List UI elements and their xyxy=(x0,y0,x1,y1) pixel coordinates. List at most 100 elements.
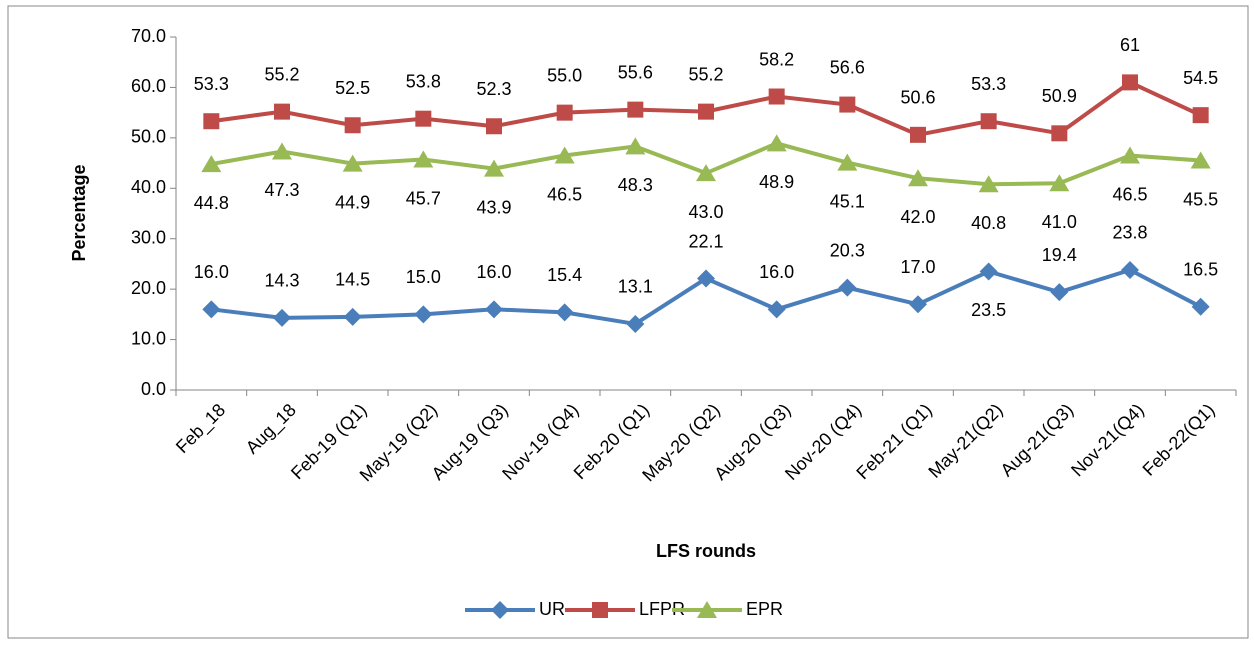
marker xyxy=(979,262,998,281)
marker xyxy=(485,300,503,319)
marker xyxy=(343,307,362,326)
marker xyxy=(768,88,785,105)
data-label: 16.5 xyxy=(1183,260,1218,280)
data-label: 46.5 xyxy=(1112,184,1147,204)
data-label: 50.9 xyxy=(1042,86,1077,106)
x-tick-label: Aug_18 xyxy=(242,400,301,459)
marker xyxy=(1121,260,1139,279)
marker xyxy=(273,308,291,327)
marker xyxy=(1122,74,1138,91)
data-label: 15.4 xyxy=(547,265,582,285)
marker xyxy=(272,142,292,160)
y-tick-label: 40.0 xyxy=(131,177,166,197)
marker xyxy=(697,269,715,288)
data-label: 13.1 xyxy=(618,277,653,297)
data-label: 61 xyxy=(1120,35,1140,55)
y-tick-label: 50.0 xyxy=(131,127,166,147)
x-tick-label: Nov-20 (Q4) xyxy=(781,400,865,484)
data-label: 16.0 xyxy=(476,262,511,282)
marker xyxy=(625,137,646,155)
marker xyxy=(910,126,926,143)
marker xyxy=(1192,107,1209,124)
marker xyxy=(978,175,999,193)
data-label: 54.5 xyxy=(1183,68,1218,88)
marker xyxy=(1051,125,1068,142)
x-tick-label: Feb-22(Q1) xyxy=(1139,400,1219,480)
marker xyxy=(1191,297,1210,316)
legend-label: LFPR xyxy=(639,599,685,619)
data-label: 44.9 xyxy=(335,192,370,212)
data-label: 16.0 xyxy=(194,262,229,282)
data-label: 45.5 xyxy=(1183,189,1218,209)
marker xyxy=(1049,174,1070,192)
data-label: 45.1 xyxy=(830,191,865,211)
marker xyxy=(1190,151,1211,169)
y-axis-title: Percentage xyxy=(69,164,89,261)
data-label: 41.0 xyxy=(1042,212,1077,232)
marker xyxy=(767,300,786,319)
data-label: 23.5 xyxy=(971,300,1006,320)
data-label: 20.3 xyxy=(830,240,865,260)
data-label: 55.2 xyxy=(688,64,723,84)
marker xyxy=(626,314,645,333)
marker xyxy=(839,96,856,113)
marker xyxy=(203,113,220,130)
data-label: 23.8 xyxy=(1112,223,1147,243)
marker xyxy=(554,146,575,164)
data-label: 52.5 xyxy=(335,78,370,98)
data-label: 40.8 xyxy=(971,213,1006,233)
data-label: 46.5 xyxy=(547,184,582,204)
chart-border xyxy=(7,5,1249,639)
data-label: 50.6 xyxy=(900,88,935,108)
marker xyxy=(342,154,363,172)
data-label: 44.8 xyxy=(194,193,229,213)
data-label: 43.0 xyxy=(688,202,723,222)
x-tick-label: Nov-19 (Q4) xyxy=(498,400,582,484)
data-label: 56.6 xyxy=(830,57,865,77)
marker xyxy=(696,164,716,182)
data-label: 42.0 xyxy=(900,207,935,227)
y-tick-label: 70.0 xyxy=(131,26,166,46)
data-label: 14.3 xyxy=(264,271,299,291)
data-label: 47.3 xyxy=(264,180,299,200)
data-label: 53.8 xyxy=(406,71,441,91)
marker xyxy=(1120,146,1140,164)
data-label: 45.7 xyxy=(406,188,441,208)
y-tick-label: 30.0 xyxy=(131,227,166,247)
marker xyxy=(415,110,432,127)
marker xyxy=(1050,283,1069,302)
y-tick-label: 20.0 xyxy=(131,278,166,298)
marker xyxy=(486,118,502,135)
data-label: 16.0 xyxy=(759,262,794,282)
data-label: 55.0 xyxy=(547,65,582,85)
data-label: 53.3 xyxy=(194,74,229,94)
marker xyxy=(414,305,433,324)
marker xyxy=(491,601,509,619)
y-tick-label: 60.0 xyxy=(131,76,166,96)
marker xyxy=(344,117,361,134)
x-tick-label: Feb_18 xyxy=(172,400,230,458)
data-label: 48.9 xyxy=(759,172,794,192)
legend-label: EPR xyxy=(746,599,783,619)
data-label: 15.0 xyxy=(406,267,441,287)
y-tick-label: 0.0 xyxy=(141,379,166,399)
x-axis-title: LFS rounds xyxy=(656,541,756,561)
data-label: 48.3 xyxy=(618,175,653,195)
y-tick-label: 10.0 xyxy=(131,328,166,348)
x-tick-label: May-21(Q2) xyxy=(924,400,1006,482)
data-label: 52.3 xyxy=(476,79,511,99)
marker xyxy=(484,159,504,177)
marker xyxy=(698,103,714,120)
data-label: 55.6 xyxy=(618,62,653,82)
x-tick-label: Feb-21 (Q1) xyxy=(852,400,935,483)
marker xyxy=(909,295,927,314)
data-label: 14.5 xyxy=(335,270,370,290)
x-tick-label: Nov-21(Q4) xyxy=(1067,400,1148,481)
x-tick-label: Aug-21(Q3) xyxy=(997,400,1078,481)
data-label: 22.1 xyxy=(688,231,723,251)
marker xyxy=(592,602,608,618)
marker xyxy=(838,278,857,297)
marker xyxy=(201,155,222,173)
marker xyxy=(413,150,434,168)
